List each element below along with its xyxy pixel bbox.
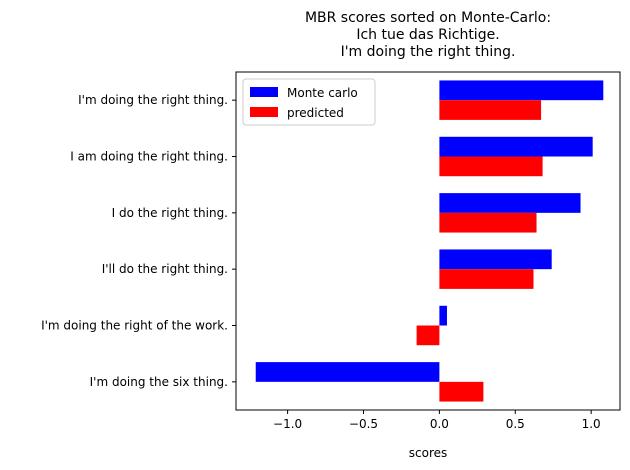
bar-predicted <box>439 381 484 402</box>
chart-title-line: I'm doing the right thing. <box>341 44 516 60</box>
x-tick-label: 0.0 <box>430 417 449 431</box>
chart-title-line: Ich tue das Richtige. <box>356 27 499 43</box>
bar-monte-carlo <box>439 80 604 101</box>
x-tick-label: 1.0 <box>582 417 601 431</box>
chart-title: MBR scores sorted on Monte-Carlo:Ich tue… <box>305 10 551 60</box>
bar-monte-carlo <box>439 193 581 213</box>
y-tick-label: I do the right thing. <box>112 206 228 220</box>
y-tick-label: I'm doing the right of the work. <box>41 319 228 333</box>
x-tick-label: −0.5 <box>349 417 378 431</box>
legend-label: Monte carlo <box>287 86 358 100</box>
chart-title-line: MBR scores sorted on Monte-Carlo: <box>305 10 551 26</box>
y-tick-label: I'll do the right thing. <box>102 262 228 276</box>
legend: Monte carlo predicted <box>242 78 376 126</box>
bar-monte-carlo <box>439 305 447 326</box>
y-tick-label: I'm doing the six thing. <box>90 375 228 389</box>
bar-monte-carlo <box>255 362 440 382</box>
bar-predicted <box>439 100 542 120</box>
bar-monte-carlo <box>439 249 552 270</box>
y-axis: I'm doing the right thing. I am doing the… <box>41 93 236 389</box>
bars-group <box>255 80 604 402</box>
x-axis-label: scores <box>409 446 448 460</box>
legend-swatch <box>250 87 278 97</box>
bar-monte-carlo <box>439 136 593 157</box>
x-tick-label: −1.0 <box>273 417 302 431</box>
y-tick-label: I'm doing the right thing. <box>78 93 228 107</box>
plot-frame <box>235 71 621 411</box>
y-tick-label: I am doing the right thing. <box>70 150 228 164</box>
bar-predicted <box>439 156 543 177</box>
legend-swatch <box>250 107 278 117</box>
bar-predicted <box>439 212 537 233</box>
x-tick-label: 0.5 <box>506 417 525 431</box>
x-axis: −1.0 −0.5 0.0 0.5 1.0 <box>273 410 601 431</box>
bar-predicted <box>439 269 534 289</box>
legend-label: predicted <box>287 106 344 120</box>
bar-predicted <box>416 325 440 346</box>
